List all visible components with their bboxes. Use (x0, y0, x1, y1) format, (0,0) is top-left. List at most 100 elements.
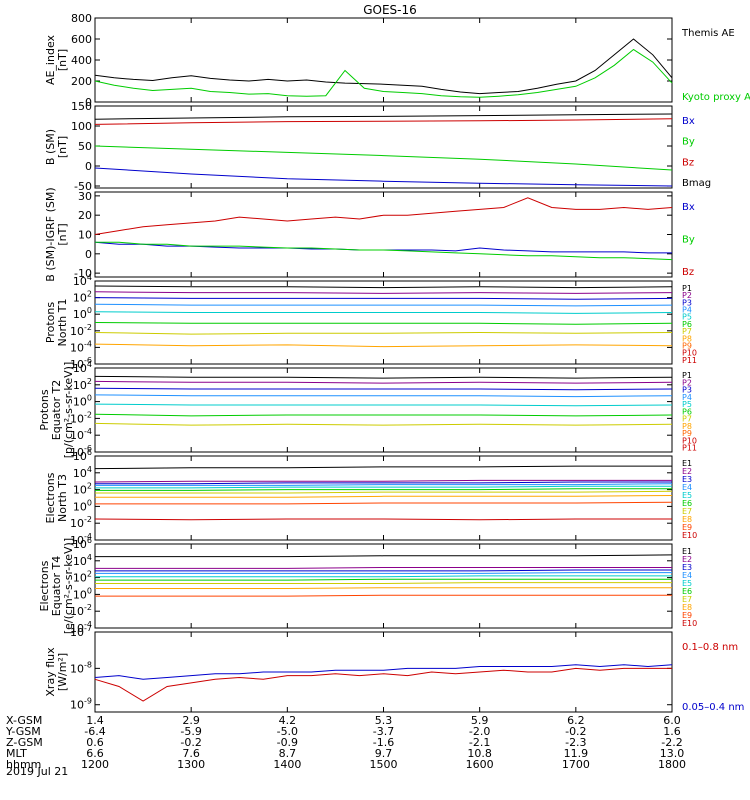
footer-value: 9.7 (375, 747, 393, 760)
y-axis-label: [W/m²] (56, 653, 69, 691)
panel-1: 0 200 400 600 800 AE_index [nT] Themis AE Kyoto … (44, 12, 750, 109)
series-line-e6 (95, 578, 672, 581)
y-axis-label: North T1 (56, 299, 69, 347)
legend-entry: Themis AE (681, 28, 735, 39)
footer-value: -2.0 (469, 725, 490, 738)
legend-entry: E8 (682, 515, 692, 524)
panel-3: -10 0 10 20 30 B (SM)-IGRF (SM) [nT] Bx By Bz (44, 187, 695, 281)
y-tick-label: 10-7 (70, 624, 92, 639)
series-line-e7 (95, 490, 673, 494)
footer-value: 11.9 (564, 747, 589, 760)
legend-entry: E4 (682, 483, 692, 492)
y-axis-label: [nT] (56, 136, 69, 158)
y-axis-label: Xray flux (44, 647, 57, 697)
series-line-p6 (94, 322, 673, 325)
legend-entry: E10 (682, 531, 697, 540)
y-tick-label: 100 (73, 394, 92, 409)
footer-row-label: Z-GSM (6, 736, 43, 749)
panel-frame (94, 17, 673, 103)
series-line-p3 (94, 387, 673, 391)
footer-value: -6.4 (84, 725, 105, 738)
footer-value: 1700 (562, 758, 590, 771)
panel-frame (94, 191, 673, 278)
footer-value: 5.9 (471, 714, 489, 727)
y-tick-label: 10-2 (70, 515, 92, 530)
legend-entry: P3 (682, 386, 692, 395)
series-line-by (94, 145, 673, 171)
series-line-e3 (95, 481, 672, 485)
footer-value: 1600 (466, 758, 494, 771)
footer-value: 4.2 (279, 714, 297, 727)
y-tick-label: 104 (73, 273, 92, 288)
y-tick-label: 800 (71, 12, 92, 25)
legend-entry: Kyoto proxy AE (682, 92, 750, 103)
y-tick-label: 104 (73, 465, 92, 480)
footer-date: 2019 Jul 21 (6, 765, 68, 778)
series-line-bz (94, 197, 673, 235)
y-tick-label: 102 (73, 482, 92, 497)
legend-entry: E3 (682, 563, 692, 572)
y-tick-label: 200 (71, 75, 92, 88)
legend-entry: P5 (682, 400, 692, 409)
series-line-0-05-0-4-nm (94, 664, 673, 680)
y-tick-label: 30 (78, 190, 92, 203)
footer-value: -5.9 (180, 725, 201, 738)
legend-entry: E5 (682, 579, 692, 588)
series-line-e8 (95, 587, 672, 589)
series-line-p6 (94, 413, 673, 417)
y-tick-label: 104 (73, 553, 92, 568)
y-axis-label: [e/(cm²-s-sr-keV)] (62, 538, 75, 634)
y-tick-label: 106 (73, 536, 92, 551)
y-tick-label: 104 (73, 360, 92, 375)
footer-row-label: MLT (6, 747, 27, 760)
series-line-p5 (94, 403, 673, 407)
legend-entry: E6 (682, 587, 692, 596)
series-line-p4 (94, 394, 673, 398)
y-tick-label: -10 (74, 267, 92, 280)
footer-value: -2.2 (661, 736, 682, 749)
series-line-e1 (94, 465, 672, 470)
y-tick-label: 0 (85, 96, 92, 109)
y-tick-label: 10-8 (70, 660, 92, 675)
series-line-e4 (95, 483, 673, 486)
footer-value: 8.7 (279, 747, 297, 760)
series-line-bmag (94, 113, 673, 120)
y-tick-label: 102 (73, 290, 92, 305)
legend-entry: Bmag (682, 178, 711, 189)
y-tick-label: 600 (71, 33, 92, 46)
legend-entry: E8 (682, 603, 692, 612)
legend-entry: P11 (682, 356, 697, 365)
y-axis-label: [p/(cm²-s-sr-keV)] (62, 362, 75, 459)
legend-entry: P2 (682, 291, 692, 300)
series-line-p1 (94, 285, 673, 289)
series-line-p8 (94, 343, 673, 348)
y-axis-label: Equator T4 (50, 556, 63, 616)
footer-value: -2.3 (565, 736, 586, 749)
y-axis-label: Protons (38, 389, 51, 430)
y-tick-label: 0 (85, 248, 92, 261)
figure-title: GOES-16 (363, 3, 417, 17)
series-line-p5 (94, 311, 673, 314)
footer-value: 1.6 (663, 725, 681, 738)
legend-entry: E9 (682, 523, 692, 532)
series-line-themis-ae (94, 38, 673, 95)
y-tick-label: 10 (78, 229, 92, 242)
series-line-bx (94, 167, 673, 187)
legend-entry: P7 (682, 415, 692, 424)
legend-entry: P6 (682, 320, 692, 329)
legend-entry: E1 (682, 459, 692, 468)
y-axis-label: B (SM) (44, 129, 57, 165)
series-line-e2 (95, 567, 672, 569)
footer-value: 0.6 (86, 736, 104, 749)
series-line-e10 (94, 518, 672, 521)
series-line-e8 (95, 495, 673, 498)
legend-entry: P1 (682, 284, 692, 293)
series-line-0-1-0-8-nm (94, 667, 672, 702)
y-tick-label: 10-4 (70, 339, 92, 354)
series-line-bz (94, 118, 673, 125)
